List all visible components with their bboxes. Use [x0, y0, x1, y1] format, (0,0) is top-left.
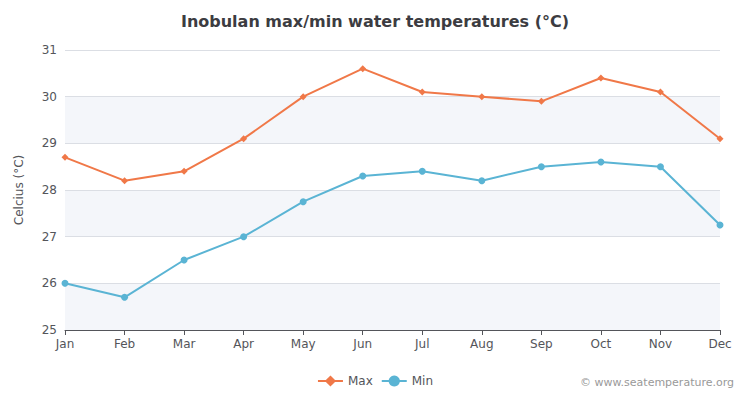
svg-text:Feb: Feb: [114, 337, 135, 351]
svg-text:Aug: Aug: [470, 337, 493, 351]
svg-text:Oct: Oct: [591, 337, 612, 351]
svg-text:29: 29: [42, 136, 57, 150]
svg-text:Min: Min: [412, 374, 433, 388]
svg-text:Dec: Dec: [708, 337, 731, 351]
svg-text:30: 30: [42, 90, 57, 104]
svg-text:Jun: Jun: [352, 337, 372, 351]
svg-text:Jul: Jul: [414, 337, 429, 351]
svg-text:Apr: Apr: [233, 337, 254, 351]
svg-text:Mar: Mar: [173, 337, 196, 351]
svg-text:27: 27: [42, 230, 57, 244]
svg-text:26: 26: [42, 276, 57, 290]
svg-text:Nov: Nov: [649, 337, 672, 351]
svg-text:© www.seatemperature.org: © www.seatemperature.org: [580, 376, 734, 389]
svg-text:31: 31: [42, 43, 57, 57]
svg-text:28: 28: [42, 183, 57, 197]
svg-text:Inobulan max/min water tempera: Inobulan max/min water temperatures (°C): [181, 12, 569, 31]
svg-text:Celcius (°C): Celcius (°C): [12, 155, 26, 225]
svg-text:May: May: [291, 337, 316, 351]
svg-text:25: 25: [42, 323, 57, 337]
svg-text:Jan: Jan: [55, 337, 75, 351]
svg-text:Sep: Sep: [530, 337, 553, 351]
svg-text:Max: Max: [348, 374, 373, 388]
